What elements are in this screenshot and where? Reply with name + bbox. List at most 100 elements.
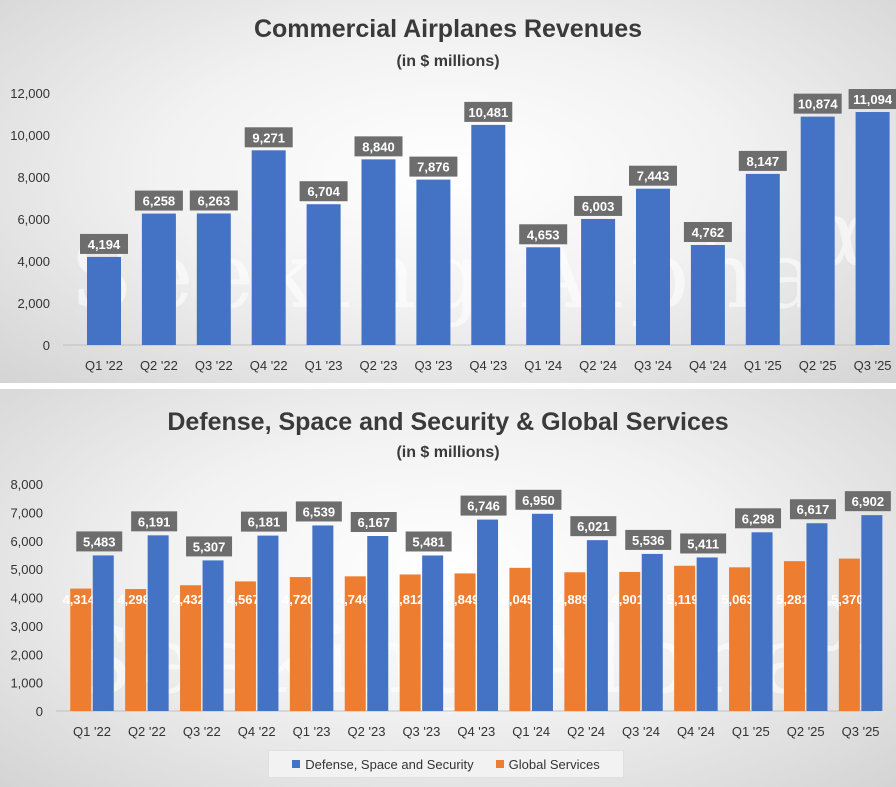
y-tick-label: 3,000 xyxy=(10,619,43,634)
y-tick-label: 0 xyxy=(43,338,50,353)
legend-item-global-services[interactable]: Global Services xyxy=(495,757,600,772)
bar-global-services xyxy=(180,585,202,711)
data-label-defense-box xyxy=(789,499,836,520)
data-label-global-services: 4,849 xyxy=(447,592,480,607)
data-label-defense: 5,536 xyxy=(632,533,665,548)
y-tick-label: 6,000 xyxy=(10,534,43,549)
data-label: 6,003 xyxy=(582,199,615,214)
data-label: 6,263 xyxy=(198,193,231,208)
data-label-defense: 6,191 xyxy=(138,514,171,529)
data-label-defense: 6,298 xyxy=(742,511,775,526)
bar xyxy=(855,112,890,345)
y-tick-label: 2,000 xyxy=(17,296,50,311)
data-label-defense: 6,617 xyxy=(797,502,830,517)
x-tick-label: Q1 '22 xyxy=(85,358,123,373)
bar xyxy=(251,150,286,345)
data-label-defense-box xyxy=(131,511,178,532)
data-label-defense-box xyxy=(295,501,342,522)
data-label-defense-box xyxy=(844,491,891,512)
bar-defense xyxy=(806,523,828,711)
data-label-defense: 6,021 xyxy=(577,519,610,534)
bar xyxy=(196,213,231,345)
bar-defense xyxy=(531,513,553,711)
x-tick-label: Q2 '23 xyxy=(348,724,386,739)
bar-defense xyxy=(202,560,224,711)
data-label: 11,094 xyxy=(853,92,893,107)
data-label-defense: 6,746 xyxy=(467,499,500,514)
bar-defense xyxy=(641,553,663,711)
x-tick-label: Q4 '22 xyxy=(250,358,288,373)
data-label-box xyxy=(519,224,568,245)
x-tick-label: Q3 '25 xyxy=(842,724,880,739)
data-label-defense-box xyxy=(186,536,233,557)
data-label-global-services: 4,889 xyxy=(557,592,590,607)
data-label-defense: 6,539 xyxy=(303,504,336,519)
legend-swatch-defense xyxy=(292,760,301,768)
x-tick-label: Q3 '23 xyxy=(402,724,440,739)
data-label-box xyxy=(354,136,403,157)
chart-subtitle: (in $ millions) xyxy=(396,444,500,461)
data-label: 8,147 xyxy=(747,154,780,169)
bar xyxy=(306,204,341,345)
legend-swatch-global-services xyxy=(495,760,504,768)
x-tick-label: Q4 '24 xyxy=(677,724,715,739)
bar-defense xyxy=(367,536,389,711)
y-tick-label: 2,000 xyxy=(10,647,43,662)
data-label-global-services: 4,901 xyxy=(611,592,644,607)
y-tick-label: 1,000 xyxy=(10,676,43,691)
x-tick-label: Q1 '24 xyxy=(524,358,562,373)
data-label-global-services: 5,281 xyxy=(776,592,809,607)
data-label-global-services: 4,812 xyxy=(392,592,425,607)
bar-defense xyxy=(422,555,444,711)
bar-global-services xyxy=(125,589,147,711)
defense-global-services-chart-panel: Seeking Alpha α Defense, Space and Secur… xyxy=(0,389,896,787)
data-label-global-services: 4,314 xyxy=(62,592,95,607)
y-tick-label: 4,000 xyxy=(17,254,50,269)
x-tick-label: Q3 '24 xyxy=(622,724,660,739)
bar xyxy=(87,256,121,345)
bar xyxy=(581,218,616,345)
data-label-global-services: 4,432 xyxy=(172,592,205,607)
data-label-defense-box xyxy=(240,511,287,532)
data-label-global-services: 5,119 xyxy=(667,592,699,607)
bar-global-services xyxy=(729,567,751,711)
legend-item-defense[interactable]: Defense, Space and Security xyxy=(292,757,474,772)
x-tick-label: Q1 '22 xyxy=(73,724,111,739)
data-label-box xyxy=(574,195,623,216)
x-tick-label: Q1 '25 xyxy=(744,358,782,373)
data-label-global-services: 4,567 xyxy=(227,592,260,607)
x-tick-label: Q3 '22 xyxy=(183,724,221,739)
defense-global-services-bar-chart: 0 1,000 2,000 3,000 4,000 5,000 6,000 7,000 8,00… xyxy=(10,477,891,739)
chart-title: Commercial Airplanes Revenues xyxy=(253,15,643,43)
bar xyxy=(800,116,835,345)
data-label-defense-box xyxy=(570,516,617,537)
commercial-airplanes-bar-chart: 0 2,000 4,000 6,000 8,000 10,000 12,000 4,194 Q1… xyxy=(10,86,896,373)
bar-defense xyxy=(312,525,334,711)
y-tick-label: 6,000 xyxy=(17,212,50,227)
x-tick-label: Q2 '23 xyxy=(360,358,398,373)
x-tick-label: Q4 '24 xyxy=(689,358,727,373)
bar xyxy=(361,159,396,345)
bar-global-services xyxy=(509,567,531,711)
data-label-defense: 6,181 xyxy=(248,515,281,530)
data-label: 4,762 xyxy=(692,225,725,240)
y-tick-label: 7,000 xyxy=(10,505,43,520)
data-label-defense-box xyxy=(515,489,562,510)
legend: Defense, Space and Security Global Servi… xyxy=(268,750,624,778)
data-label-defense: 5,411 xyxy=(687,536,719,551)
y-tick-label: 8,000 xyxy=(10,477,43,492)
commercial-airplanes-chart-panel: Seeking Alpha α Commercial Airplanes Rev… xyxy=(0,0,896,383)
data-label-global-services: 5,370 xyxy=(831,592,864,607)
data-label-box xyxy=(244,127,293,148)
y-tick-label: 8,000 xyxy=(17,170,50,185)
bar xyxy=(471,124,506,345)
bar-global-services xyxy=(454,573,476,711)
data-label-box xyxy=(629,165,677,186)
data-label-defense-box xyxy=(680,533,727,554)
data-label-box xyxy=(793,93,842,114)
data-label: 7,443 xyxy=(637,169,670,184)
bar-defense xyxy=(696,557,718,711)
bar xyxy=(690,244,725,345)
data-label-defense-box xyxy=(76,531,123,552)
data-label-box xyxy=(848,89,896,110)
